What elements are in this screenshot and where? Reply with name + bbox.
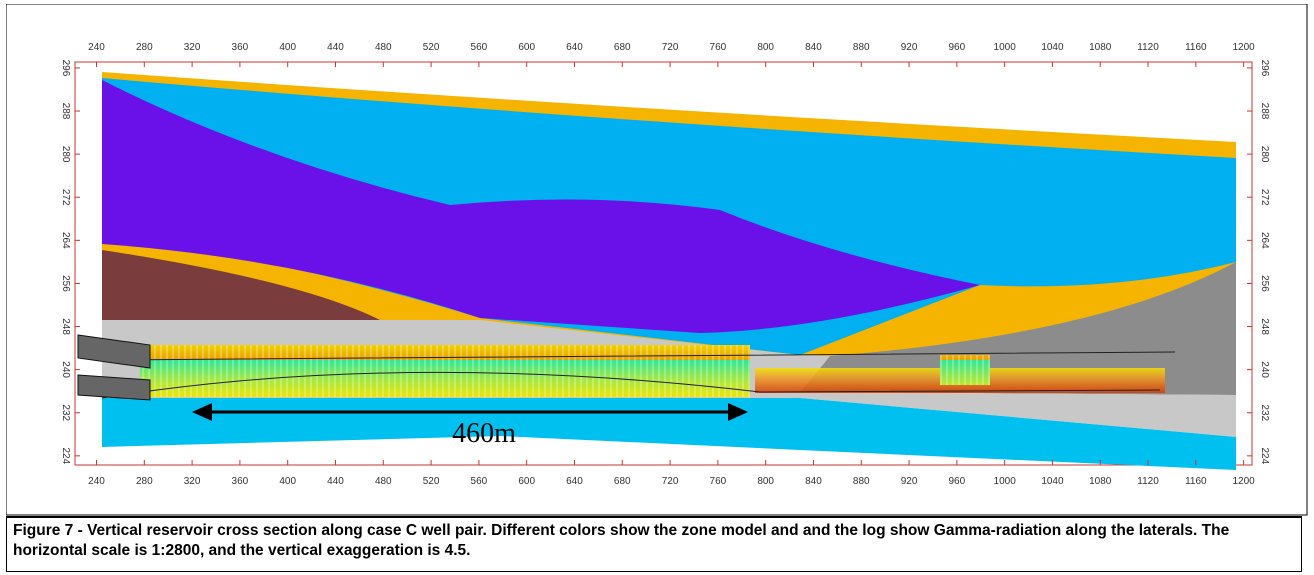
x-tick-label: 1080	[1089, 42, 1112, 53]
y-tick-label: 264	[60, 232, 71, 249]
x-tick-label: 1000	[994, 42, 1017, 53]
zone-cyan	[102, 398, 1236, 470]
x-tick-label: 1200	[1233, 476, 1256, 487]
well-path	[101, 351, 1176, 399]
x-tick-label: 960	[949, 42, 966, 53]
x-tick-label: 480	[375, 476, 392, 487]
y-tick-label: 288	[1259, 103, 1270, 120]
x-tick-label: 320	[184, 476, 201, 487]
y-tick-label: 272	[60, 189, 71, 206]
x-tick-label: 640	[566, 42, 583, 53]
x-tick-label: 680	[614, 42, 631, 53]
x-tick-label: 720	[662, 476, 679, 487]
gamma-log	[940, 355, 990, 385]
x-tick-label: 280	[136, 42, 153, 53]
y-tick-label: 280	[60, 146, 71, 163]
y-tick-label: 248	[1259, 318, 1270, 335]
x-tick-label: 1160	[1185, 42, 1207, 53]
y-tick-label: 256	[1259, 275, 1270, 292]
x-tick-label: 400	[279, 42, 296, 53]
y-tick-label: 248	[60, 318, 71, 335]
x-tick-label: 1040	[1041, 476, 1064, 487]
y-tick-label: 232	[1259, 404, 1270, 421]
y-tick-label: 240	[1259, 361, 1270, 378]
x-tick-label: 1080	[1089, 476, 1112, 487]
y-tick-label: 288	[60, 103, 71, 120]
x-tick-label: 560	[471, 42, 488, 53]
x-tick-label: 1120	[1137, 42, 1159, 53]
x-tick-label: 800	[757, 42, 774, 53]
x-tick-label: 920	[901, 476, 918, 487]
x-tick-label: 640	[566, 476, 583, 487]
x-tick-label: 600	[518, 42, 535, 53]
x-tick-label: 760	[710, 42, 727, 53]
x-tick-label: 360	[232, 42, 249, 53]
x-tick-label: 360	[232, 476, 249, 487]
x-tick-label: 400	[279, 476, 296, 487]
x-tick-label: 1200	[1233, 42, 1256, 53]
x-tick-label: 440	[327, 42, 344, 53]
y-tick-label: 280	[1259, 146, 1270, 163]
x-tick-label: 600	[518, 476, 535, 487]
x-tick-label: 440	[327, 476, 344, 487]
caption: Figure 7 - Vertical reservoir cross sect…	[6, 516, 1302, 572]
y-tick-label: 224	[60, 447, 71, 464]
x-tick-label: 1160	[1185, 476, 1207, 487]
y-tick-label: 240	[60, 361, 71, 378]
x-tick-label: 800	[757, 476, 774, 487]
y-tick-label: 272	[1259, 189, 1270, 206]
y-tick-label: 296	[1259, 60, 1270, 77]
y-tick-label: 264	[1259, 232, 1270, 249]
x-tick-label: 960	[949, 476, 966, 487]
x-tick-label: 1120	[1137, 476, 1159, 487]
x-tick-label: 1040	[1041, 42, 1064, 53]
x-tick-label: 240	[88, 42, 105, 53]
x-tick-label: 520	[423, 476, 440, 487]
x-tick-label: 240	[88, 476, 105, 487]
x-tick-label: 880	[853, 476, 870, 487]
zone-brown	[102, 250, 380, 320]
x-tick-label: 840	[805, 42, 822, 53]
x-tick-label: 480	[375, 42, 392, 53]
x-tick-label: 320	[184, 42, 201, 53]
x-tick-label: 680	[614, 476, 631, 487]
x-tick-label: 760	[710, 476, 727, 487]
x-tick-label: 920	[901, 42, 918, 53]
zone-purple	[102, 80, 980, 333]
x-tick-label: 1000	[994, 476, 1017, 487]
figure: 460m 240 240 280 280 320 320 360 360 400 400 440 44…	[6, 4, 1308, 516]
annotation: 460m	[452, 418, 516, 449]
x-tick-label: 520	[423, 42, 440, 53]
zone-grey-dark	[800, 262, 1236, 395]
y-tick-label: 296	[60, 60, 71, 77]
x-tick-label: 560	[471, 476, 488, 487]
well-head	[77, 334, 151, 401]
plot: 460m 240 240 280 280 320 320 360 360 400 400 440 44…	[60, 42, 1270, 487]
x-tick-label: 840	[805, 476, 822, 487]
y-tick-label: 232	[60, 404, 71, 421]
figure-frame	[6, 4, 1308, 516]
gamma-log	[140, 345, 750, 397]
x-tick-label: 280	[136, 476, 153, 487]
y-tick-label: 224	[1259, 447, 1270, 464]
y-tick-label: 256	[60, 275, 71, 292]
x-tick-label: 880	[853, 42, 870, 53]
x-tick-label: 720	[662, 42, 679, 53]
